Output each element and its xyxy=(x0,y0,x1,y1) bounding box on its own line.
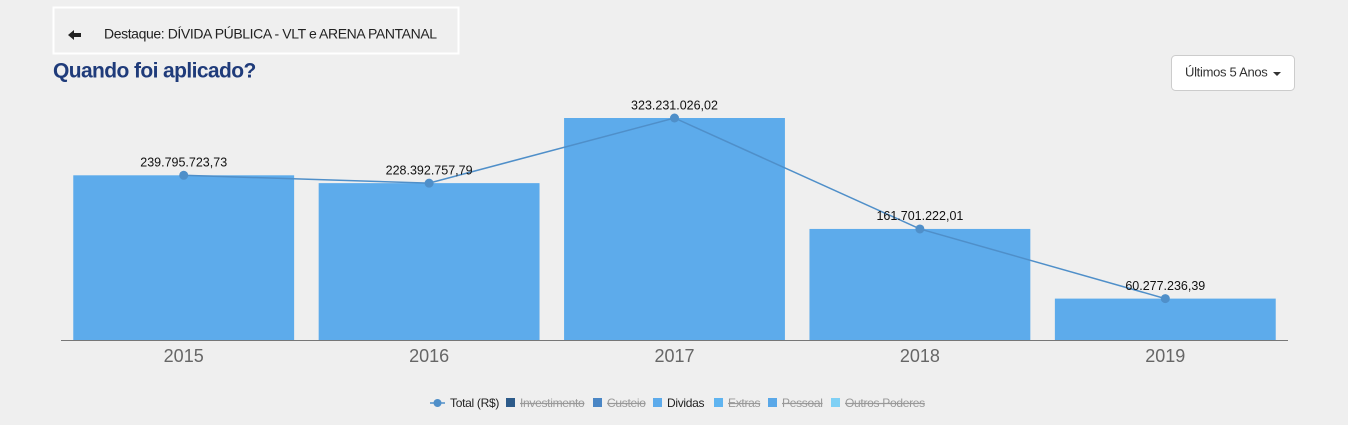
legend-item[interactable]: Outros Poderes xyxy=(831,396,925,410)
x-tick-label: 2015 xyxy=(164,346,204,366)
legend-label[interactable]: Investimento xyxy=(520,396,585,410)
bar xyxy=(809,228,1031,340)
legend-label[interactable]: Custeio xyxy=(607,396,647,410)
dropdown-label[interactable]: Últimos 5 Anos xyxy=(1185,64,1269,79)
legend-item[interactable]: Dividas xyxy=(653,396,705,410)
line-point xyxy=(915,224,925,234)
data-label: 60.277.236,39 xyxy=(1125,279,1205,293)
back-button-label[interactable]: Destaque: DÍVIDA PÚBLICA - VLT e ARENA P… xyxy=(104,26,438,42)
legend-item[interactable]: Pessoal xyxy=(768,396,823,410)
line-point xyxy=(670,113,679,123)
x-tick-label: 2018 xyxy=(900,346,940,366)
data-label: 323.231.026,02 xyxy=(631,98,718,112)
back-button-box[interactable] xyxy=(52,6,460,55)
legend-swatch[interactable] xyxy=(768,398,777,407)
x-tick-label: 2017 xyxy=(654,346,694,366)
legend-item[interactable]: Total (R$) xyxy=(430,396,500,410)
data-label: 161.701.222,01 xyxy=(876,209,963,223)
data-label: 228.392.757,79 xyxy=(386,163,473,177)
data-label: 239.795.723,73 xyxy=(140,156,227,170)
x-tick-label: 2016 xyxy=(409,346,449,366)
legend-swatch[interactable] xyxy=(653,398,662,407)
legend-label[interactable]: Extras xyxy=(728,396,761,410)
period-dropdown[interactable]: Últimos 5 Anos xyxy=(1171,55,1295,91)
legend-label[interactable]: Dividas xyxy=(667,396,705,410)
bar xyxy=(564,118,785,340)
legend-marker[interactable] xyxy=(433,399,442,407)
bar xyxy=(73,175,295,340)
bar xyxy=(1054,298,1276,340)
legend-swatch[interactable] xyxy=(714,398,723,407)
legend-swatch[interactable] xyxy=(506,398,515,407)
back-arrow[interactable] xyxy=(68,30,81,40)
legend-swatch[interactable] xyxy=(593,398,602,407)
dropdown-box[interactable] xyxy=(1171,55,1295,91)
legend-item[interactable]: Extras xyxy=(714,396,761,410)
legend-label[interactable]: Total (R$) xyxy=(450,396,500,410)
x-tick-label: 2019 xyxy=(1145,346,1185,366)
dropdown-caret[interactable] xyxy=(1273,72,1281,76)
chart-title: Quando foi aplicado? xyxy=(53,60,256,83)
bar xyxy=(318,183,540,340)
legend-item[interactable]: Custeio xyxy=(593,396,647,410)
legend-swatch[interactable] xyxy=(831,398,840,407)
legend-label[interactable]: Pessoal xyxy=(782,396,823,410)
line-point xyxy=(424,178,434,188)
line-point xyxy=(1160,294,1170,304)
line-point xyxy=(179,170,189,180)
back-button[interactable]: Destaque: DÍVIDA PÚBLICA - VLT e ARENA P… xyxy=(52,6,460,55)
legend-label[interactable]: Outros Poderes xyxy=(845,396,925,410)
legend-item[interactable]: Investimento xyxy=(506,396,585,410)
